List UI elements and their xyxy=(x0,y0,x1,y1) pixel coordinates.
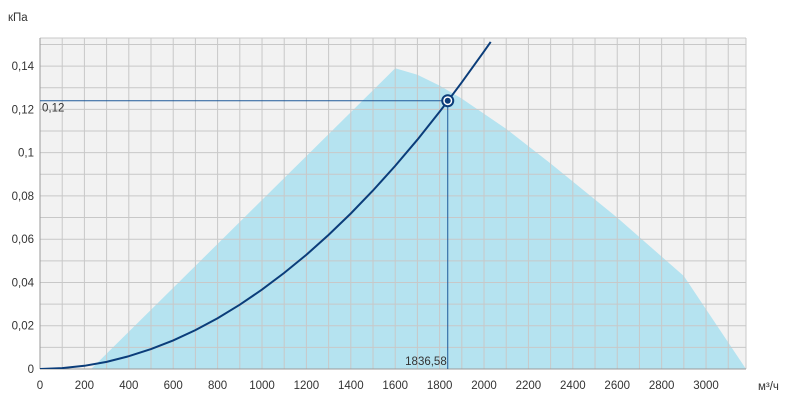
x-tick-label: 2400 xyxy=(560,380,586,392)
grid xyxy=(39,37,747,370)
operating-point-dot xyxy=(444,97,451,104)
operating-point-layer: 0,12 1836,58 xyxy=(40,94,455,369)
system-curve xyxy=(40,41,492,369)
x-tick-label: 2800 xyxy=(649,380,675,392)
x-tick-label: 1000 xyxy=(249,380,275,392)
y-tick-label: 0,12 xyxy=(12,104,34,116)
x-tick-label: 2000 xyxy=(471,380,497,392)
operating-point-x-label: 1836,58 xyxy=(405,356,447,368)
y-tick-label: 0,02 xyxy=(12,321,34,333)
y-axis-unit: кПа xyxy=(8,12,28,24)
x-tick-label: 0 xyxy=(37,380,43,392)
x-tick-label: 200 xyxy=(75,380,94,392)
x-axis-unit: м³/ч xyxy=(758,381,779,393)
x-tick-label: 1200 xyxy=(294,380,320,392)
x-tick-label: 600 xyxy=(164,380,183,392)
x-tick-label: 2600 xyxy=(604,380,630,392)
y-tick-label: 0 xyxy=(28,364,34,376)
x-tick-label: 1800 xyxy=(427,380,453,392)
y-tick-label: 0,06 xyxy=(12,234,34,246)
x-tick-label: 1600 xyxy=(382,380,408,392)
x-tick-label: 3000 xyxy=(693,380,719,392)
system-curve-layer xyxy=(40,41,492,369)
tick-labels: 0 200 400 600 800 1000 1200 1400 1600 1800 2000 220… xyxy=(12,61,719,392)
x-tick-label: 800 xyxy=(208,380,227,392)
x-tick-label: 400 xyxy=(119,380,138,392)
y-tick-label: 0,14 xyxy=(12,61,35,73)
operating-point-y-label: 0,12 xyxy=(42,103,64,115)
x-tick-label: 1400 xyxy=(338,380,364,392)
y-tick-label: 0,08 xyxy=(12,191,34,203)
y-tick-label: 0,1 xyxy=(18,148,34,160)
y-tick-label: 0,04 xyxy=(12,277,35,289)
x-tick-label: 2200 xyxy=(516,380,542,392)
